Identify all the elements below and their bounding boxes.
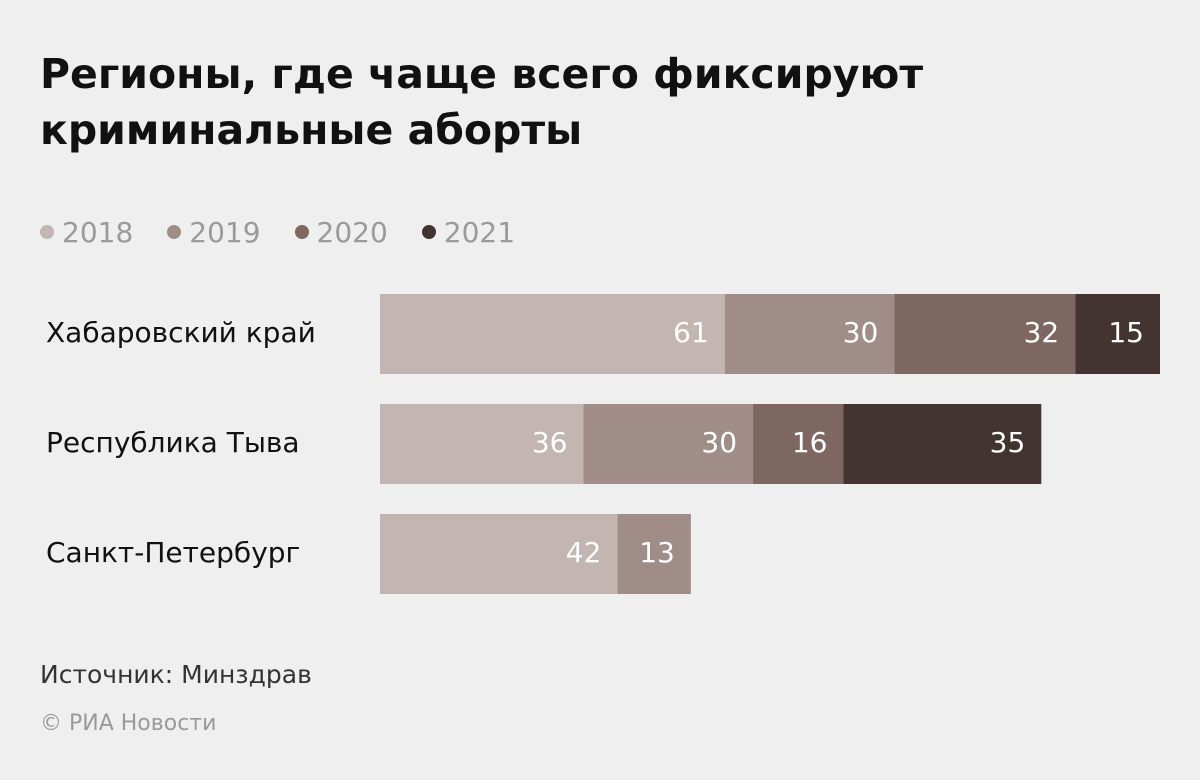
data-label-1-2020: 32 xyxy=(1024,316,1060,349)
title-line-2: криминальные аборты xyxy=(40,106,583,154)
legend-item-2019: 2019 xyxy=(167,215,261,249)
legend-swatch-2019 xyxy=(167,225,182,239)
bar-segment-3-2019 xyxy=(617,514,691,594)
legend-label-2020: 2020 xyxy=(316,215,388,249)
bar-segment-1-2019 xyxy=(724,294,895,374)
bar-segment-1-2020 xyxy=(894,294,1076,374)
legend: 2018 2019 2020 2021 xyxy=(40,212,549,252)
data-label-2-2020: 16 xyxy=(792,426,828,459)
bar-segment-2-2019 xyxy=(583,404,754,484)
category-label-1: Хабаровский край xyxy=(46,316,316,349)
bar-segment-2-2018 xyxy=(380,404,584,484)
title-line-1: Регионы, где чаще всего фиксируют xyxy=(40,50,924,98)
bar-segment-1-2018 xyxy=(380,294,725,374)
bar-segment-2-2020 xyxy=(753,404,844,484)
data-label-2-2021: 35 xyxy=(990,426,1026,459)
legend-label-2019: 2019 xyxy=(189,215,261,249)
legend-swatch-2020 xyxy=(294,225,309,239)
category-label-2: Республика Тыва xyxy=(46,426,300,459)
data-label-1-2018: 61 xyxy=(673,316,709,349)
legend-item-2018: 2018 xyxy=(40,216,133,249)
data-label-2-2019: 30 xyxy=(701,426,737,459)
data-label-1-2021: 15 xyxy=(1108,316,1144,349)
stacked-bar-chart: Хабаровский край 61 30 32 15 Республика Тыва 3… xyxy=(46,294,1160,594)
category-label-3: Санкт-Петербург xyxy=(46,536,300,569)
bar-segment-2-2021 xyxy=(843,404,1042,484)
data-label-3-2019: 13 xyxy=(639,536,675,569)
data-label-2-2018: 36 xyxy=(532,426,568,459)
copyright-note: © РИА Новости xyxy=(40,711,217,736)
legend-label-2018: 2018 xyxy=(62,215,134,249)
chart-title: Регионы, где чаще всего фиксируют кримин… xyxy=(40,46,1140,158)
bar-segment-3-2018 xyxy=(380,514,618,594)
legend-item-2021: 2021 xyxy=(421,215,516,249)
data-label-3-2018: 42 xyxy=(566,536,602,569)
source-note: Источник: Минздрав xyxy=(40,660,312,689)
data-label-1-2019: 30 xyxy=(843,316,879,349)
legend-swatch-2018 xyxy=(40,225,54,239)
legend-swatch-2021 xyxy=(421,225,436,239)
bar-segment-1-2021 xyxy=(1075,294,1160,374)
legend-item-2020: 2020 xyxy=(294,215,388,249)
legend-label-2021: 2021 xyxy=(443,215,516,249)
